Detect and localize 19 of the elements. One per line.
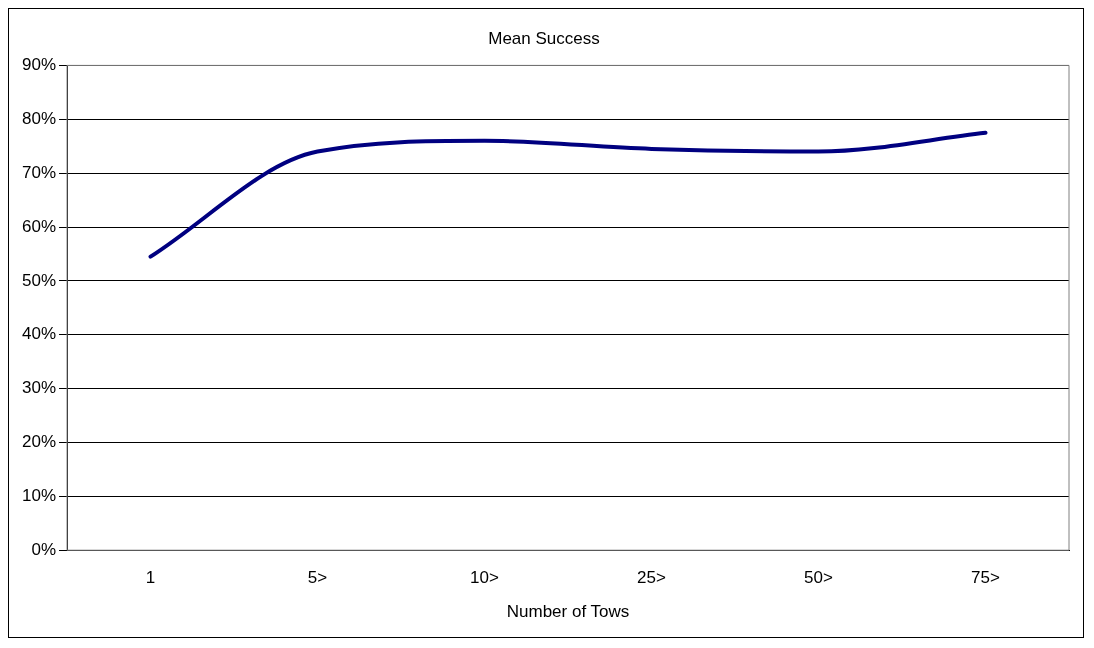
x-tick-label: 50> — [804, 568, 833, 588]
x-tick-label: 25> — [637, 568, 666, 588]
y-tick-label: 30% — [21, 378, 57, 398]
x-axis-title: Number of Tows — [506, 602, 630, 622]
line-series — [148, 130, 988, 259]
chart-title: Mean Success — [488, 28, 600, 48]
y-tick-label: 70% — [21, 162, 57, 182]
y-tick-label: 90% — [21, 55, 57, 75]
x-tick-label: 1 — [145, 568, 156, 588]
y-tick-label: 10% — [21, 486, 57, 506]
x-tick-label: 10> — [470, 568, 499, 588]
y-tick-label: 40% — [21, 324, 57, 344]
y-tick-label: 80% — [21, 108, 57, 128]
y-tick-label: 20% — [21, 432, 57, 452]
y-tick-label: 0% — [31, 539, 57, 559]
x-tick-label: 5> — [307, 568, 328, 588]
x-tick-label: 75> — [971, 568, 1000, 588]
y-tick-label: 60% — [21, 216, 57, 236]
y-tick-label: 50% — [21, 270, 57, 290]
